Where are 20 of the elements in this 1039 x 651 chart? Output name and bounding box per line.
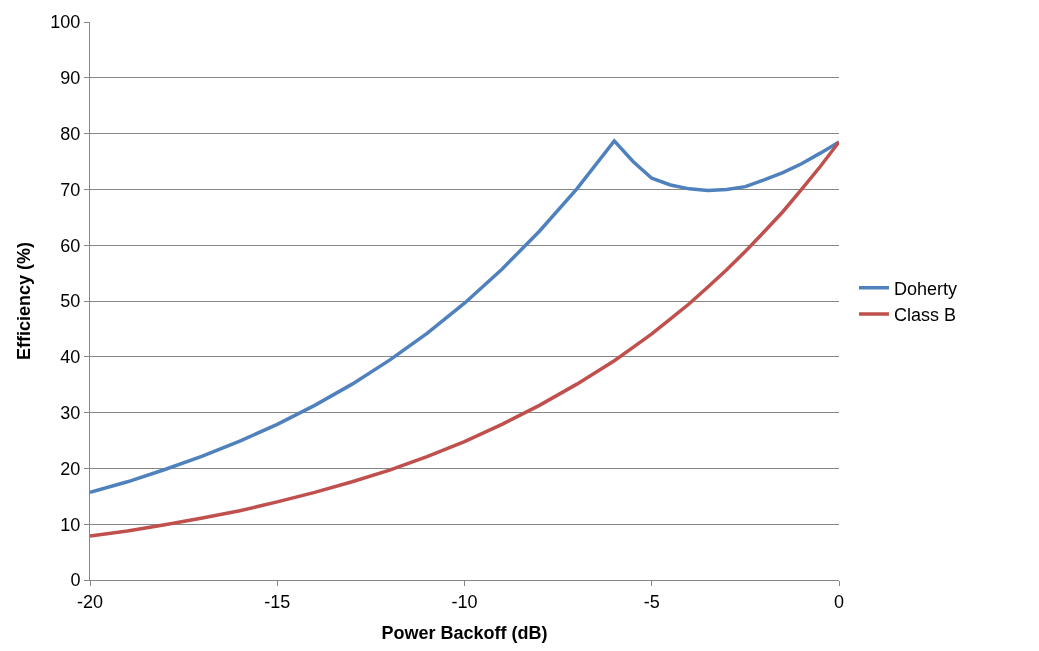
y-tick-label: 90	[60, 68, 81, 89]
y-tick-label: 80	[60, 123, 81, 144]
y-tick-label: 0	[70, 570, 81, 591]
y-tick-label: 10	[60, 514, 81, 535]
y-tick-label: 60	[60, 235, 81, 256]
y-tick-label: 70	[60, 179, 81, 200]
legend-label: Class B	[893, 305, 956, 326]
legend-label: Doherty	[893, 278, 958, 299]
y-tick-label: 100	[50, 12, 81, 33]
y-tick-label: 30	[60, 402, 81, 423]
y-tick-label: 40	[60, 347, 81, 368]
x-tick-label: -15	[264, 591, 291, 612]
x-tick-label: -5	[643, 591, 660, 612]
x-tick-label: -10	[451, 591, 478, 612]
y-tick-label: 20	[60, 458, 81, 479]
y-tick-label: 50	[60, 291, 81, 312]
y-axis-title: Efficiency (%)	[13, 241, 34, 361]
x-tick-label: 0	[833, 591, 845, 612]
x-tick-label: -20	[76, 591, 104, 612]
x-axis-title: Power Backoff (dB)	[381, 622, 548, 643]
